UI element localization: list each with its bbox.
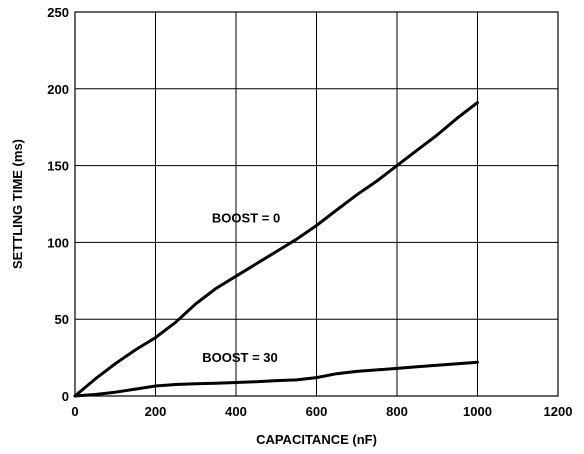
x-tick-label: 0 — [71, 404, 78, 419]
series-line-boost-0 — [73, 101, 479, 398]
y-tick-label: 150 — [47, 159, 69, 174]
plot-frame — [74, 11, 559, 397]
series-line-boost-30 — [73, 360, 479, 398]
series-annotations: BOOST = 0 BOOST = 30 — [202, 210, 280, 365]
x-tick-label: 200 — [145, 404, 167, 419]
y-axis-title: SETTLING TIME (ms) — [10, 139, 25, 269]
x-tick-label: 1000 — [463, 404, 492, 419]
y-tick-label: 200 — [47, 82, 69, 97]
y-tick-label: 100 — [47, 235, 69, 250]
y-tick-label: 250 — [47, 5, 69, 20]
x-tick-label: 1200 — [544, 404, 573, 419]
x-tick-label: 600 — [306, 404, 328, 419]
series-annotation: BOOST = 0 — [212, 210, 280, 225]
x-tick-label: 800 — [386, 404, 408, 419]
series-annotation: BOOST = 30 — [202, 350, 278, 365]
x-tick-labels: 0 200 400 600 800 1000 1200 — [71, 404, 572, 419]
y-tick-label: 0 — [62, 389, 69, 404]
x-axis-title: CAPACITANCE (nF) — [256, 432, 377, 447]
y-tick-label: 50 — [55, 312, 69, 327]
y-tick-labels: 0 50 100 150 200 250 — [47, 5, 69, 404]
x-tick-label: 400 — [225, 404, 247, 419]
grid-lines — [74, 11, 559, 397]
series-group — [73, 101, 479, 398]
